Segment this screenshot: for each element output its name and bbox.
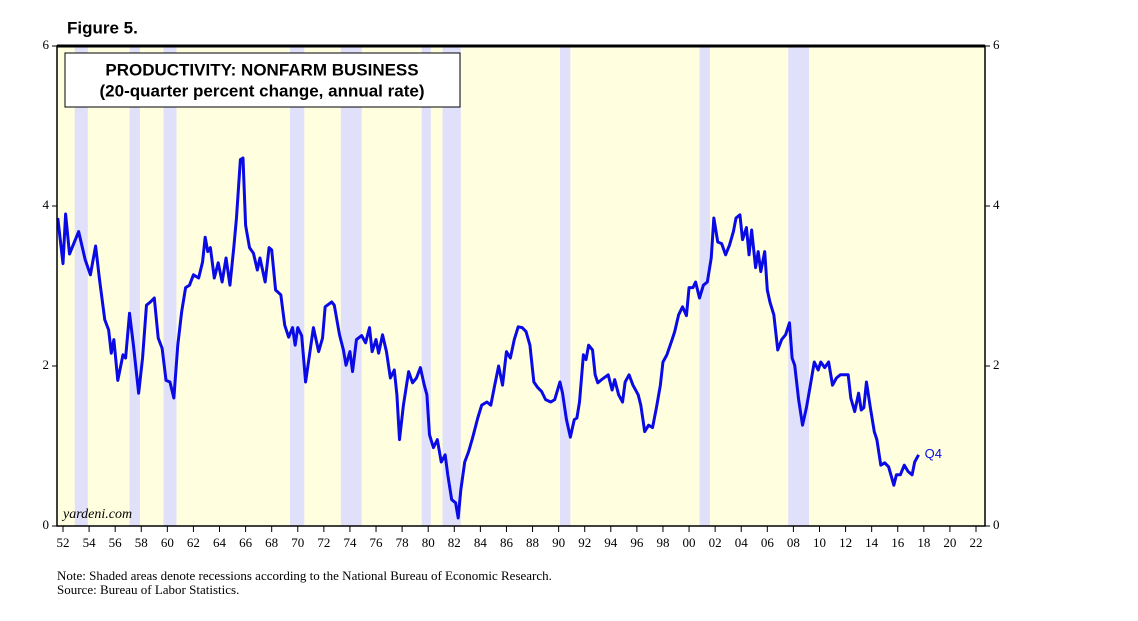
x-tick-label: 92	[578, 535, 591, 550]
x-tick-label: 52	[56, 535, 69, 550]
x-tick-label: 82	[448, 535, 461, 550]
x-tick-label: 96	[630, 535, 644, 550]
chart-title: PRODUCTIVITY: NONFARM BUSINESS	[105, 60, 418, 79]
x-tick-label: 08	[787, 535, 800, 550]
x-tick-label: 04	[735, 535, 749, 550]
x-tick-label: 80	[422, 535, 435, 550]
x-tick-label: 76	[370, 535, 384, 550]
data-line	[56, 156, 920, 520]
recession-band	[340, 46, 362, 526]
recession-band	[788, 46, 810, 526]
plot-area: PRODUCTIVITY: NONFARM BUSINESS (20-quarte…	[56, 46, 985, 526]
recession-band	[559, 46, 571, 526]
x-tick-label: 06	[761, 535, 775, 550]
x-tick-label: 16	[891, 535, 905, 550]
y-tick-label: 2	[43, 357, 50, 372]
x-tick-label: 66	[239, 535, 253, 550]
x-tick-label: 60	[161, 535, 174, 550]
recession-band	[289, 46, 305, 526]
y-tick-label: 0	[43, 517, 50, 532]
recession-band	[421, 46, 431, 526]
watermark: yardeni.com	[61, 507, 132, 522]
y2-tick-label: 6	[993, 37, 1000, 52]
x-tick-label: 20	[943, 535, 956, 550]
chart-subtitle: (20-quarter percent change, annual rate)	[100, 81, 425, 100]
x-tick-label: 78	[396, 535, 409, 550]
note: Note: Shaded areas denote recessions acc…	[57, 568, 552, 583]
y2-tick-label: 0	[993, 517, 1000, 532]
y2-tick-label: 4	[993, 197, 1000, 212]
y-tick-label: 4	[43, 197, 50, 212]
x-tick-label: 58	[135, 535, 148, 550]
y-tick-label: 6	[43, 37, 50, 52]
x-tick-label: 72	[317, 535, 330, 550]
recession-band	[442, 46, 461, 526]
title-box	[64, 52, 461, 108]
x-tick-label: 10	[813, 535, 826, 550]
x-tick-label: 54	[83, 535, 97, 550]
x-tick-label: 74	[343, 535, 357, 550]
x-tick-label: 94	[604, 535, 618, 550]
x-tick-label: 88	[526, 535, 539, 550]
x-tick-label: 86	[500, 535, 514, 550]
x-tick-label: 70	[291, 535, 304, 550]
x-tick-label: 62	[187, 535, 200, 550]
recession-band	[74, 46, 88, 526]
x-tick-label: 64	[213, 535, 227, 550]
x-tick-label: 00	[683, 535, 696, 550]
x-tick-label: 90	[552, 535, 565, 550]
x-tick-label: 84	[474, 535, 488, 550]
plot-background	[57, 46, 985, 526]
y2-tick-label: 2	[993, 357, 1000, 372]
recession-band	[163, 46, 177, 526]
x-tick-label: 22	[970, 535, 983, 550]
x-tick-label: 12	[839, 535, 852, 550]
x-tick-label: 18	[917, 535, 930, 550]
x-tick-label: 68	[265, 535, 278, 550]
annotation: Q4	[925, 446, 942, 461]
x-tick-label: 02	[709, 535, 722, 550]
x-tick-label: 56	[109, 535, 123, 550]
recession-band	[129, 46, 140, 526]
figure-label: Figure 5.	[67, 18, 138, 37]
source: Source: Bureau of Labor Statistics.	[57, 582, 239, 597]
x-tick-label: 14	[865, 535, 879, 550]
x-tick-label: 98	[656, 535, 669, 550]
